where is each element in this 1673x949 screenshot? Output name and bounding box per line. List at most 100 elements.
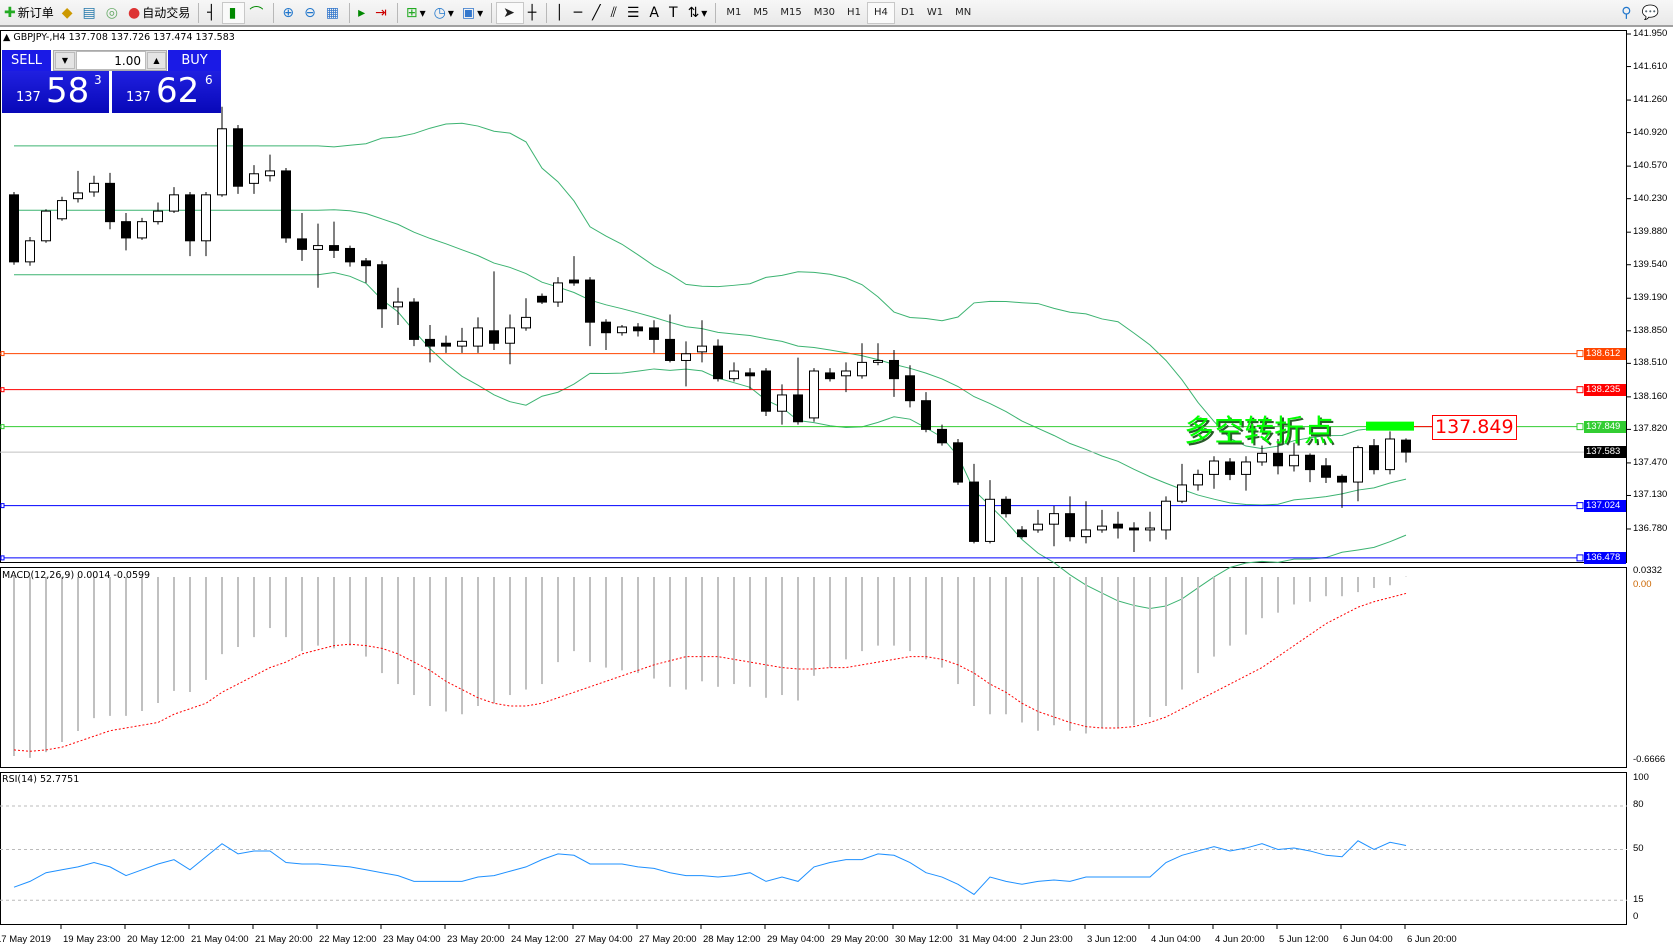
sell-price-prefix: 137: [16, 90, 41, 105]
search-button[interactable]: ⚲: [1617, 2, 1637, 24]
line-chart-button[interactable]: ⌒: [245, 2, 269, 24]
candle-body-bear: [889, 359, 899, 380]
buy-button[interactable]: BUY: [168, 50, 221, 71]
candlestick-button[interactable]: ▮: [221, 1, 246, 24]
timeframe-d1[interactable]: D1: [900, 7, 915, 18]
sell-price-box[interactable]: 137 58 3: [2, 71, 109, 113]
candle-body-bull: [1033, 523, 1043, 531]
candle-body-bull: [73, 192, 83, 200]
arrows-button[interactable]: ⇅ ▾: [687, 4, 708, 21]
timeframe-m30[interactable]: M30: [813, 7, 836, 18]
candle: [265, 154, 275, 182]
market-watch-button[interactable]: ◆: [58, 2, 79, 24]
zoom-in-button[interactable]: ⊕: [278, 2, 300, 24]
timeframe-m5[interactable]: M5: [753, 7, 769, 18]
candle: [89, 175, 99, 197]
timeframe-w1[interactable]: W1: [926, 7, 944, 18]
text-label-button[interactable]: T: [665, 2, 684, 24]
indicators-button[interactable]: ⊞ ▾: [405, 4, 426, 21]
bar-chart-button[interactable]: ┤: [203, 2, 221, 24]
trendline-button[interactable]: ╱: [588, 2, 606, 24]
signals-button[interactable]: ◎: [102, 2, 124, 24]
fibonacci-button[interactable]: ☰: [623, 2, 646, 24]
timeframe-m15[interactable]: M15: [780, 7, 802, 18]
equidistant-channel-button[interactable]: ⫽: [607, 2, 623, 24]
auto-trading-icon: ●: [127, 4, 141, 21]
candle: [1385, 431, 1395, 475]
candle-body-bull: [25, 240, 35, 263]
autoscroll-button[interactable]: ⇥: [371, 2, 393, 24]
candle-body-bear: [1401, 439, 1411, 453]
tile-windows-button[interactable]: ▦: [322, 2, 345, 24]
periods-button[interactable]: ◷ ▾: [433, 4, 454, 21]
candle: [521, 298, 531, 331]
candle-body-bull: [457, 340, 467, 347]
sell-button[interactable]: SELL: [2, 50, 51, 71]
candle-body-bull: [1049, 513, 1059, 525]
timeframe-mn[interactable]: MN: [955, 7, 972, 18]
bar-chart-icon: ┤: [207, 4, 216, 21]
chat-button[interactable]: 💬: [1638, 2, 1665, 24]
buy-price-fraction: 6: [205, 73, 213, 87]
zoom-out-button[interactable]: ⊖: [300, 2, 322, 24]
text-button[interactable]: A: [645, 2, 665, 24]
line-handle[interactable]: [0, 387, 5, 393]
candle-body-bear: [105, 182, 115, 223]
line-handle[interactable]: [1576, 502, 1584, 510]
line-handle[interactable]: [1576, 423, 1584, 431]
candle: [489, 271, 499, 350]
hline-price-label: 137.024: [1584, 499, 1626, 512]
line-handle[interactable]: [0, 424, 5, 430]
crosshair-button[interactable]: ┼: [524, 2, 542, 24]
lot-size-input[interactable]: [76, 51, 146, 70]
templates-icon: ▣: [461, 4, 476, 21]
cursor-button[interactable]: ➤: [496, 1, 524, 24]
candle: [841, 362, 851, 393]
line-handle[interactable]: [1576, 386, 1584, 394]
line-handle[interactable]: [0, 555, 5, 561]
new-order-button[interactable]: ✚ 新订单: [0, 2, 58, 24]
vertical-line-button[interactable]: │: [551, 2, 569, 24]
chart-shift-button[interactable]: ▸: [354, 2, 371, 24]
time-axis-label: 4 Jun 04:00: [1151, 934, 1201, 945]
candle-body-bear: [9, 194, 19, 263]
annotation-text[interactable]: 多空转折点: [1184, 414, 1334, 449]
candle-body-bull: [249, 173, 259, 184]
navigator-button[interactable]: ▤: [79, 2, 102, 24]
price-axis-label: 137.130: [1633, 489, 1668, 501]
line-handle[interactable]: [0, 351, 5, 357]
candle-body-bull: [169, 194, 179, 212]
lot-increase-button[interactable]: ▲: [147, 52, 166, 69]
toolbar-separator: [491, 2, 493, 23]
candle-body-bull: [217, 128, 227, 196]
candle-body-bear: [649, 327, 659, 340]
annotation-price-label[interactable]: 137.849: [1432, 415, 1517, 440]
buy-price-box[interactable]: 137 62 6: [112, 71, 221, 113]
time-axis-label: 21 May 20:00: [255, 934, 313, 945]
candle: [1241, 456, 1251, 491]
line-handle[interactable]: [1576, 350, 1584, 358]
timeframe-m1[interactable]: M1: [726, 7, 742, 18]
toolbar: ✚ 新订单 ◆ ▤ ◎ ● 自动交易 ┤ ▮ ⌒ ⊕ ⊖ ▦ ▸ ⇥ ⊞ ▾ ◷ ▾ ▣…: [0, 0, 1673, 27]
price-axis-label: 139.540: [1633, 258, 1668, 270]
time-axis-label: 23 May 04:00: [383, 934, 441, 945]
annotation-marker[interactable]: [1366, 421, 1414, 431]
candle: [25, 236, 35, 266]
candle-body-bull: [857, 361, 867, 377]
time-axis-label: 28 May 12:00: [703, 934, 761, 945]
auto-trading-button[interactable]: ● 自动交易: [124, 2, 194, 24]
candle: [1177, 463, 1187, 504]
templates-button[interactable]: ▣ ▾: [461, 4, 484, 21]
timeframe-h4[interactable]: H4: [866, 1, 895, 24]
candle-body-bear: [825, 372, 835, 380]
time-axis-label: 2 Jun 23:00: [1023, 934, 1073, 945]
line-handle[interactable]: [1576, 554, 1584, 562]
horizontal-line-button[interactable]: ─: [570, 2, 588, 24]
timeframe-h1[interactable]: H1: [847, 7, 861, 18]
candle: [1401, 438, 1411, 463]
lot-decrease-button[interactable]: ▼: [55, 52, 75, 69]
line-handle[interactable]: [0, 503, 5, 509]
candle-body-bull: [1353, 447, 1363, 483]
candle-body-bull: [617, 326, 627, 334]
